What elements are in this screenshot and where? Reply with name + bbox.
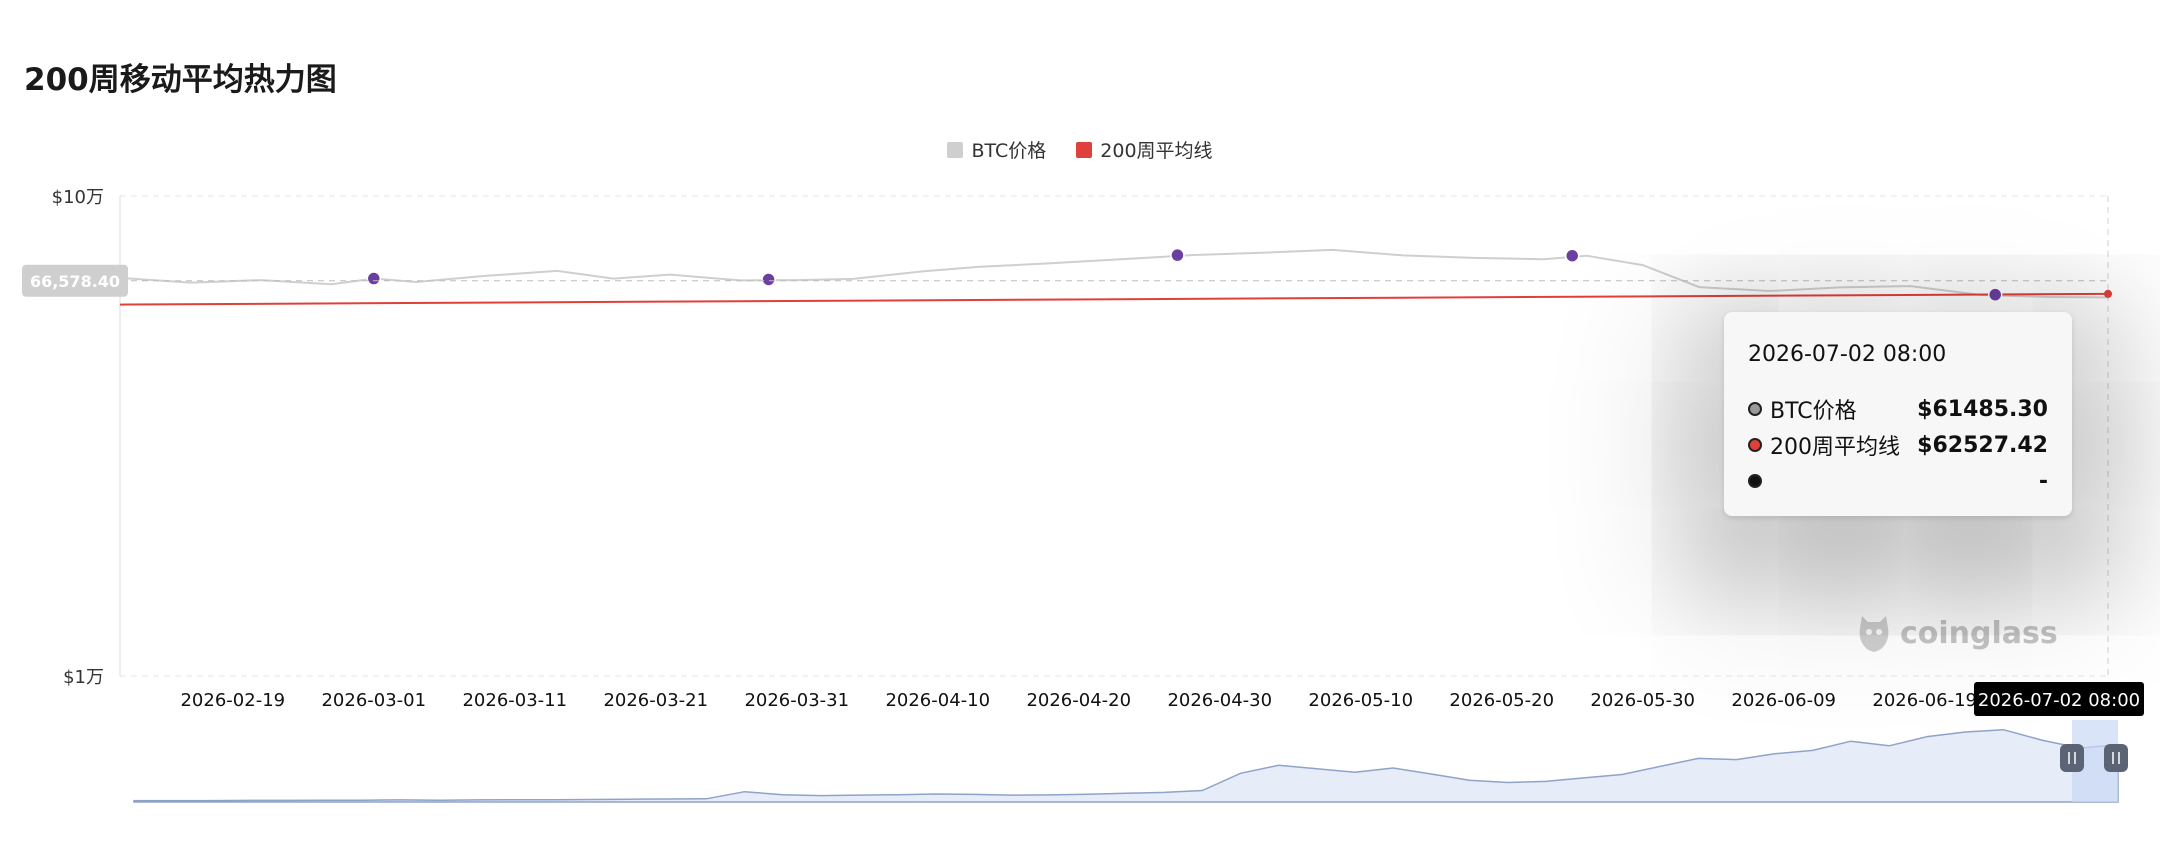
- tooltip-value-ma: $62527.42: [1917, 432, 2048, 458]
- x-tick-label: 2026-03-21: [603, 690, 708, 711]
- tooltip-row-btc: BTC价格 $61485.30: [1748, 391, 2048, 427]
- heat-marker: [1564, 248, 1580, 263]
- x-tick-label: 2026-03-11: [462, 690, 567, 711]
- x-tick-label: 2026-06-09: [1731, 690, 1836, 711]
- crosshair-point-ma: [2104, 289, 2112, 298]
- crosshair-y-label-bg: [22, 264, 128, 297]
- legend-swatch-ma: [1076, 141, 1093, 158]
- y-tick-label: $1万: [63, 667, 104, 688]
- legend-item-btc[interactable]: BTC价格: [947, 136, 1046, 163]
- ma-200w-line: [119, 292, 2109, 306]
- x-tick-label: 2026-05-20: [1449, 690, 1554, 711]
- tooltip-date: 2026-07-02 08:00: [1748, 342, 1947, 367]
- legend-label-btc: BTC价格: [971, 140, 1047, 162]
- x-axis: 2026-02-19 2026-03-01 2026-03-11 2026-03-21…: [180, 690, 1977, 711]
- tooltip-dot-ma: [1748, 438, 1762, 452]
- crosshair-y-label: 66,578.40: [30, 272, 120, 291]
- y-tick-label: $10万: [52, 187, 104, 208]
- markers-layer: [366, 247, 2003, 302]
- tooltip: 2026-07-02 08:00 BTC价格 $61485.30 200周平均线…: [1724, 312, 2072, 516]
- heat-marker: [366, 271, 382, 286]
- crosshair: 66,578.40 2026-07-02 08:00: [22, 196, 2144, 716]
- legend-label-ma: 200周平均线: [1100, 140, 1213, 162]
- x-tick-label: 2026-04-30: [1167, 690, 1272, 711]
- x-tick-label: 2026-03-01: [321, 690, 426, 711]
- series-layer: [119, 248, 2109, 306]
- navigator-area: [133, 728, 2119, 803]
- btc-price-line: [119, 248, 2109, 299]
- x-tick-label: 2026-06-19: [1872, 690, 1977, 711]
- crosshair-x-label: 2026-07-02 08:00: [1978, 690, 2140, 711]
- navigator-handle-0[interactable]: [2060, 744, 2084, 772]
- tooltip-label-ma: 200周平均线: [1770, 435, 1900, 460]
- tooltip-row-ma: 200周平均线 $62527.42: [1748, 427, 2048, 463]
- heat-marker: [761, 272, 776, 287]
- coinglass-logo-icon: [1859, 616, 1889, 652]
- watermark-text: coinglass: [1900, 615, 2058, 651]
- heat-marker: [1170, 247, 1185, 263]
- x-tick-label: 2026-04-10: [885, 690, 990, 711]
- range-navigator[interactable]: [133, 720, 2128, 803]
- tooltip-value-heat: -: [2038, 468, 2048, 494]
- tooltip-dot-heat: [1748, 474, 1762, 488]
- page-title: 200周移动平均热力图: [24, 62, 337, 98]
- grid-lines: [120, 195, 2108, 677]
- navigator-handle-1[interactable]: [2104, 744, 2128, 772]
- x-tick-label: 2026-02-19: [180, 690, 285, 711]
- legend-swatch-btc: [947, 141, 964, 158]
- x-tick-label: 2026-04-20: [1026, 690, 1131, 711]
- x-tick-label: 2026-05-10: [1308, 690, 1413, 711]
- x-tick-label: 2026-03-31: [744, 690, 849, 711]
- watermark: coinglass: [1856, 612, 2058, 654]
- crosshair-x-label-bg: [1974, 682, 2144, 716]
- tooltip-dot-btc: [1748, 402, 1762, 416]
- chart-legend: BTC价格 200周平均线: [0, 136, 2160, 163]
- x-tick-label: 2026-05-30: [1590, 690, 1695, 711]
- heat-marker: [1987, 287, 2003, 302]
- tooltip-label-btc: BTC价格: [1770, 399, 1857, 424]
- legend-item-ma[interactable]: 200周平均线: [1076, 136, 1213, 163]
- tooltip-value-btc: $61485.30: [1917, 396, 2048, 422]
- tooltip-row-heat: -: [1748, 463, 2048, 499]
